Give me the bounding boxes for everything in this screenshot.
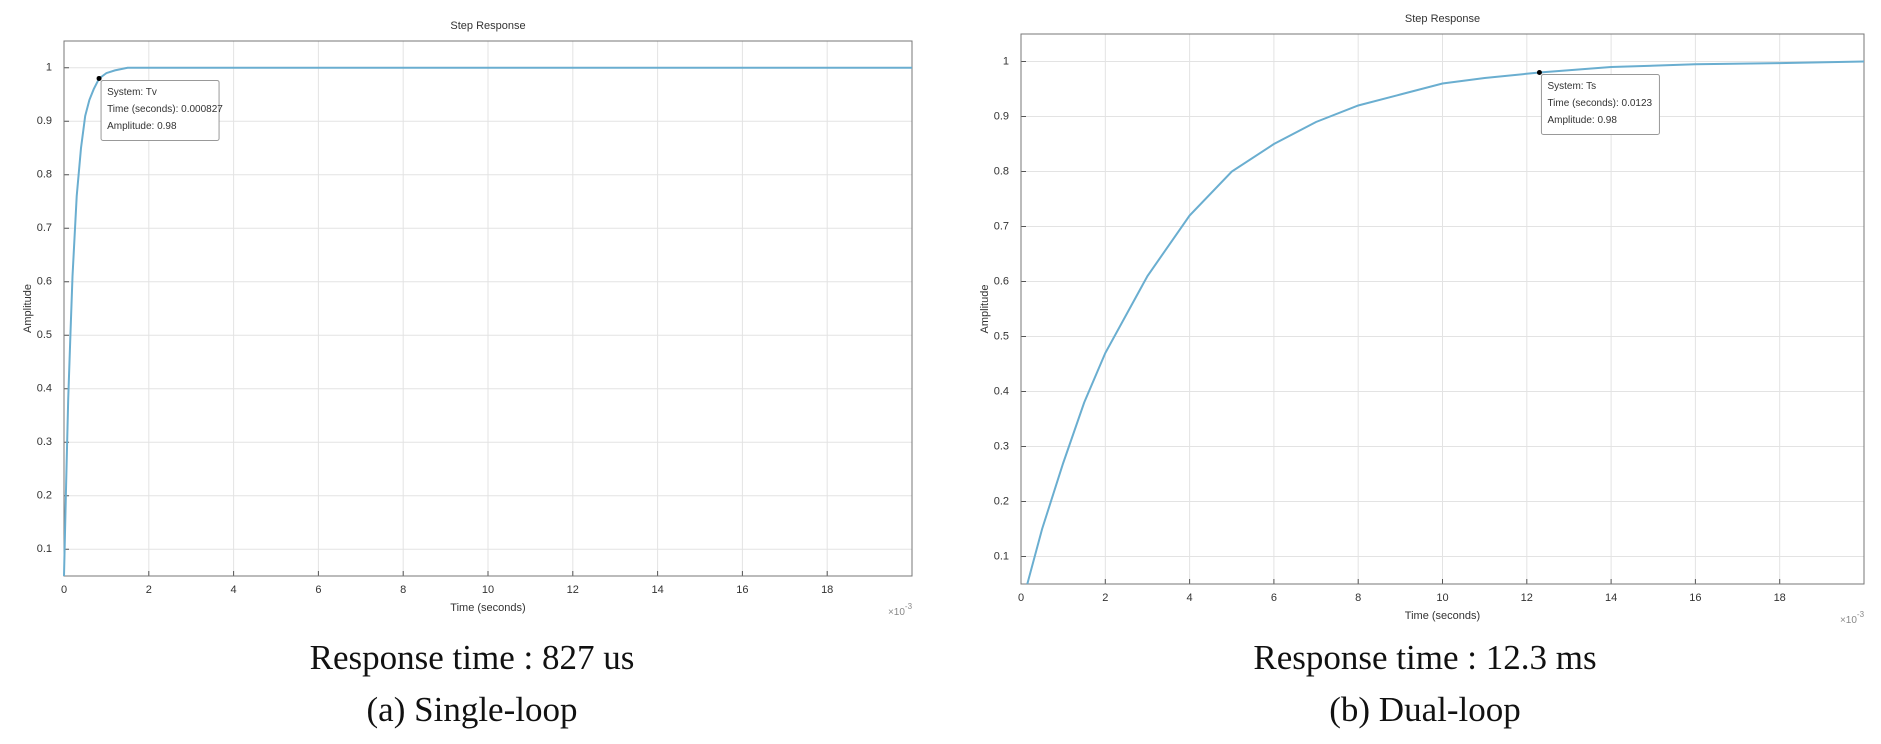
x-tick-label: 12 xyxy=(567,584,579,596)
caption: Response time : 12.3 ms xyxy=(1253,638,1596,677)
y-tick-label: 0.1 xyxy=(37,543,52,555)
y-tick-label: 0.8 xyxy=(37,169,52,181)
y-tick-label: 0.6 xyxy=(37,276,52,288)
x-tick-label: 6 xyxy=(1271,592,1277,604)
caption: Response time : 827 us xyxy=(310,638,635,677)
datatip-text: Amplitude: 0.98 xyxy=(1547,115,1617,126)
x-tick-label: 8 xyxy=(1355,592,1361,604)
y-tick-label: 1 xyxy=(1003,55,1009,67)
datatip-text: System: Tv xyxy=(107,87,157,98)
datatip-box xyxy=(1540,74,1660,135)
datatip-marker xyxy=(1536,70,1542,75)
axes-box xyxy=(63,40,913,577)
x-tick-label: 10 xyxy=(1436,592,1448,604)
y-tick-label: 0.3 xyxy=(994,440,1009,452)
y-tick-label: 1 xyxy=(46,62,52,74)
datatip-text: Amplitude: 0.98 xyxy=(107,121,177,132)
y-axis-label: Amplitude xyxy=(22,284,34,333)
y-tick-label: 0.5 xyxy=(994,330,1009,342)
chart-panel: 0.10.20.30.40.50.60.70.80.910 2 4 6 8 10 12 14 1… xyxy=(22,20,913,729)
y-tick-label: 0.3 xyxy=(37,436,52,448)
caption: (a) Single-loop xyxy=(367,690,578,729)
y-tick-label: 0.9 xyxy=(994,110,1009,122)
x-tick-label: 14 xyxy=(1605,592,1617,604)
caption: (b) Dual-loop xyxy=(1329,690,1520,729)
x-exponent-base: ×10 xyxy=(1840,615,1857,626)
x-tick-label: 12 xyxy=(1521,592,1533,604)
y-tick-label: 0.9 xyxy=(37,115,52,127)
x-tick-label: 16 xyxy=(736,584,748,596)
x-tick-label: 2 xyxy=(146,584,152,596)
y-tick-label: 0.4 xyxy=(37,383,52,395)
axes-box xyxy=(1020,33,1865,585)
x-exponent: ×10-3 xyxy=(888,602,913,618)
datatip-text: Time (seconds): 0.0123 xyxy=(1547,98,1652,109)
response-line xyxy=(1026,60,1865,585)
y-tick-label: 0.7 xyxy=(37,222,52,234)
y-tick-label: 0.5 xyxy=(37,329,52,341)
x-exponent-base: ×10 xyxy=(888,607,905,618)
y-tick-label: 0.6 xyxy=(994,275,1009,287)
datatip-marker xyxy=(96,75,102,81)
datatip-text: Time (seconds): 0.000827 xyxy=(107,104,223,115)
x-axis-label: Time (seconds) xyxy=(1405,610,1480,622)
y-tick-label: 0.2 xyxy=(37,490,52,502)
x-tick-label: 14 xyxy=(651,584,663,596)
x-tick-label: 8 xyxy=(400,584,406,596)
x-tick-label: 16 xyxy=(1689,592,1701,604)
response-line xyxy=(63,66,912,577)
x-tick-label: 18 xyxy=(1774,592,1786,604)
x-tick-label: 4 xyxy=(231,584,237,596)
y-axis-label: Amplitude xyxy=(979,285,991,334)
chart-panel: 0.10.20.30.40.50.60.70.80.910 2 4 6 8 10 12 14 1… xyxy=(979,13,1865,729)
x-tick-label: 2 xyxy=(1102,592,1108,604)
datatip-text: System: Ts xyxy=(1547,81,1596,92)
x-tick-label: 0 xyxy=(1018,592,1024,604)
x-tick-label: 10 xyxy=(482,584,494,596)
chart-title: Step Response xyxy=(1405,13,1480,25)
chart-title: Step Response xyxy=(450,20,525,32)
y-tick-label: 0.4 xyxy=(994,385,1009,397)
x-tick-label: 4 xyxy=(1187,592,1193,604)
x-tick-label: 6 xyxy=(315,584,321,596)
x-axis-label: Time (seconds) xyxy=(450,602,525,614)
y-tick-label: 0.1 xyxy=(994,550,1009,562)
y-tick-label: 0.2 xyxy=(994,495,1009,507)
x-tick-label: 0 xyxy=(61,584,67,596)
datatip-box xyxy=(100,79,220,141)
x-exponent-power: -3 xyxy=(1857,610,1865,619)
y-tick-label: 0.7 xyxy=(994,220,1009,232)
x-exponent: ×10-3 xyxy=(1840,610,1865,626)
x-tick-label: 18 xyxy=(821,584,833,596)
x-exponent-power: -3 xyxy=(905,602,913,611)
y-tick-label: 0.8 xyxy=(994,165,1009,177)
